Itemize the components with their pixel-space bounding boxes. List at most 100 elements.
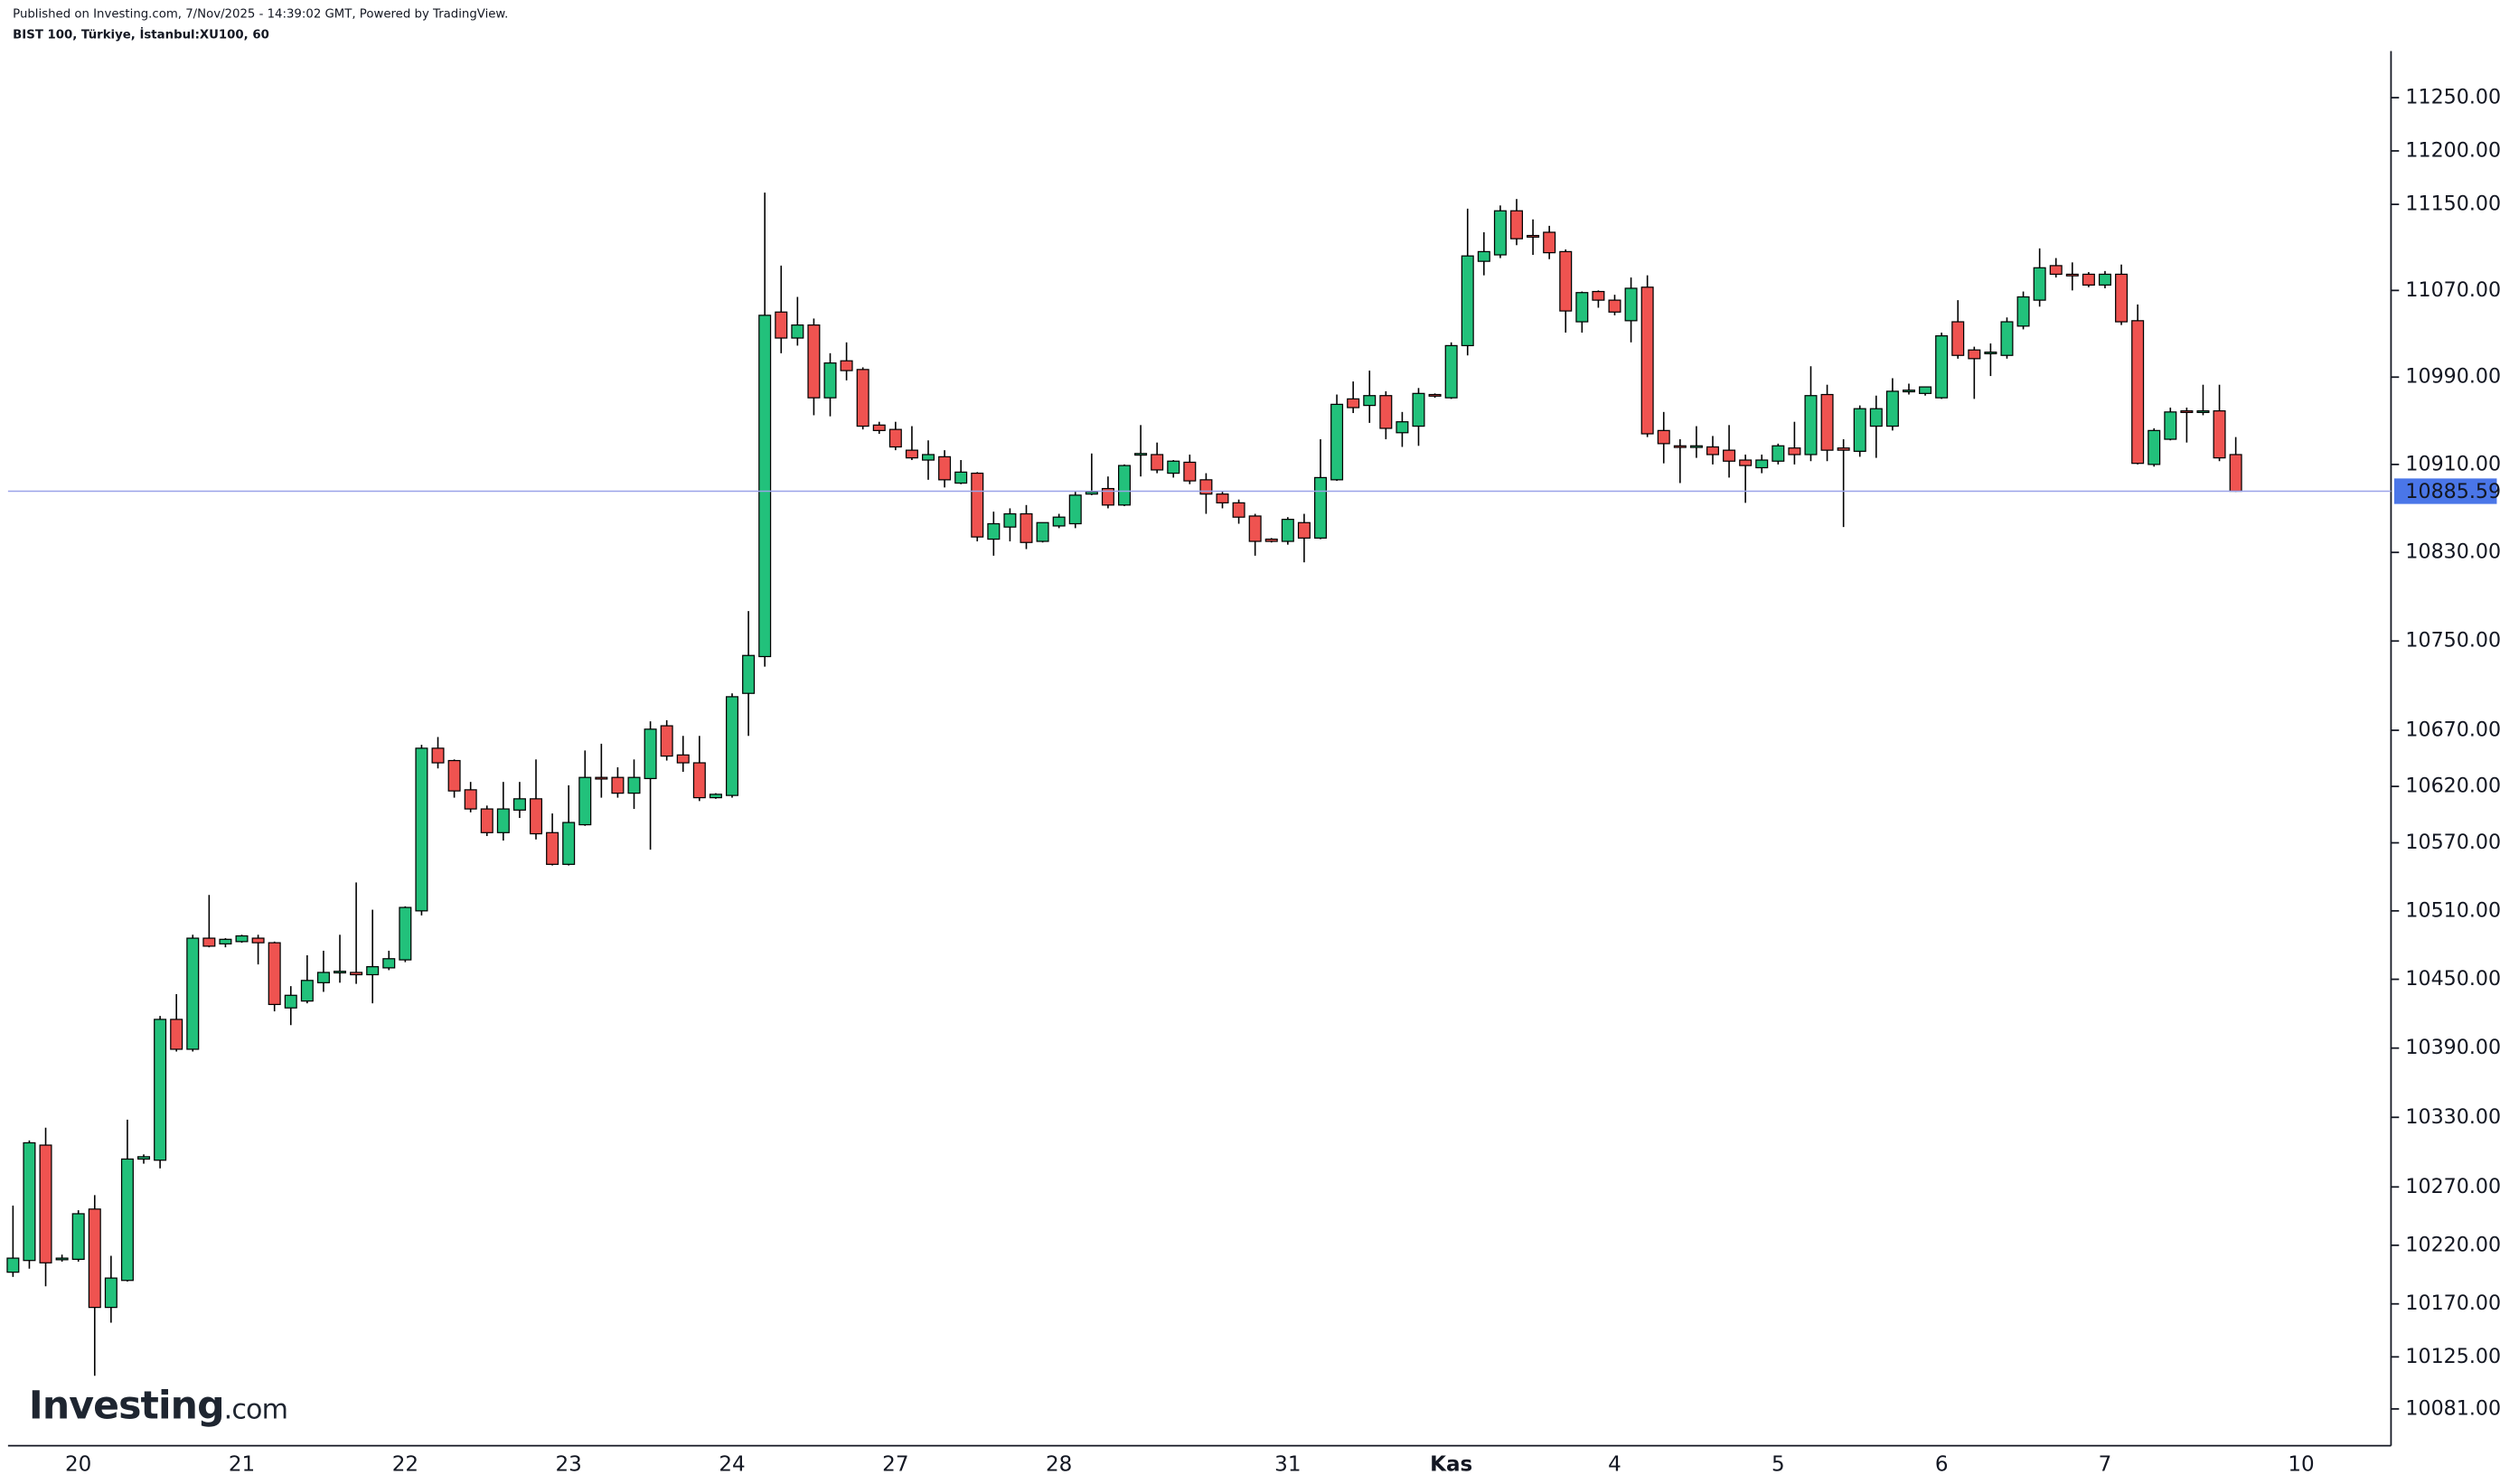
candle-body <box>300 980 314 1002</box>
candle-body <box>1347 398 1360 409</box>
candles <box>6 193 2242 1376</box>
candle-body <box>938 456 952 481</box>
candle-body <box>807 324 821 399</box>
y-tick-label: 10081.00 <box>2405 1396 2500 1420</box>
candle-body <box>954 471 968 484</box>
candle-body <box>644 728 657 780</box>
candle-body <box>1723 449 1736 462</box>
candle-body <box>71 1213 85 1261</box>
candle-body <box>872 424 886 431</box>
candle-body <box>856 369 869 427</box>
candle-body <box>350 972 363 976</box>
candle-body <box>595 776 608 780</box>
y-tick-label: 11250.00 <box>2405 86 2500 109</box>
candle-body <box>235 935 249 943</box>
candle-body <box>1020 512 1033 543</box>
y-tick-label: 10510.00 <box>2405 898 2500 922</box>
candle-body <box>1788 447 1801 456</box>
y-tick-label: 10670.00 <box>2405 719 2500 742</box>
candle-body <box>1919 386 1932 394</box>
candle-body <box>334 971 347 974</box>
y-tick-label: 10620.00 <box>2405 775 2500 798</box>
candle-body <box>1330 403 1344 481</box>
candle-body <box>1559 250 1573 312</box>
candle-body <box>692 762 706 799</box>
y-tick-label: 10170.00 <box>2405 1291 2500 1315</box>
candle-body <box>2196 410 2210 414</box>
candle-body <box>415 747 428 912</box>
candle-body <box>1412 392 1425 427</box>
x-tick-label: 24 <box>719 1452 745 1476</box>
logo-suffix: .com <box>224 1395 287 1426</box>
y-tick-label: 10450.00 <box>2405 967 2500 991</box>
candle-body <box>496 808 510 833</box>
candle-body <box>6 1257 20 1273</box>
y-tick-label: 10750.00 <box>2405 629 2500 653</box>
x-tick-label: 21 <box>229 1452 255 1476</box>
candle-body <box>1379 395 1393 429</box>
candle-body <box>971 472 984 538</box>
x-tick-label: 20 <box>65 1452 91 1476</box>
candle-body <box>219 938 232 944</box>
candle-body <box>758 315 772 658</box>
candle-body <box>2164 411 2177 440</box>
candle-body <box>512 798 526 811</box>
candle-body <box>251 937 265 944</box>
candle-body <box>2229 454 2242 493</box>
y-tick-label: 10125.00 <box>2405 1345 2500 1368</box>
candle-body <box>530 798 543 835</box>
x-tick-label: 10 <box>2288 1452 2314 1476</box>
candle-body <box>88 1208 101 1309</box>
published-note: Published on Investing.com, 7/Nov/2025 -… <box>13 7 508 21</box>
x-tick-label: 31 <box>1274 1452 1301 1476</box>
candle-body <box>1885 390 1899 427</box>
candle-body <box>742 654 756 694</box>
candle-body <box>1527 234 1540 238</box>
candle-body <box>1509 210 1523 240</box>
candle-body <box>1935 335 1949 399</box>
x-tick-label: 28 <box>1046 1452 1072 1476</box>
candle-body <box>660 725 673 757</box>
x-tick-label: 27 <box>882 1452 908 1476</box>
candle-body <box>2131 320 2145 465</box>
candle-body <box>2098 273 2111 286</box>
candle-body <box>1167 460 1180 474</box>
candle-body <box>1461 255 1474 347</box>
x-tick-label: 23 <box>556 1452 582 1476</box>
candle-body <box>562 822 576 865</box>
x-tick-label: 5 <box>1772 1452 1785 1476</box>
candle-body <box>480 808 493 833</box>
candle-body <box>202 937 216 947</box>
y-tick-label: 10910.00 <box>2405 452 2500 475</box>
candle-body <box>1232 502 1245 518</box>
candle-body <box>1739 459 1753 466</box>
candle-body <box>186 937 200 1050</box>
candle-body <box>1281 519 1294 542</box>
candle-body <box>2049 265 2063 276</box>
candle-body <box>2148 429 2161 465</box>
candle-body <box>1428 393 1442 397</box>
candle-body <box>1820 393 1834 451</box>
candle-body <box>611 776 625 794</box>
candle-body <box>1313 476 1328 539</box>
y-tick-label: 10220.00 <box>2405 1233 2500 1256</box>
candle-body <box>2082 273 2095 286</box>
candle-body <box>2000 321 2014 356</box>
y-tick-label: 10270.00 <box>2405 1175 2500 1198</box>
candle-body <box>1624 287 1638 322</box>
candle-body <box>987 522 1001 540</box>
candle-body <box>399 906 412 961</box>
candle-body <box>1117 465 1132 506</box>
candle-body <box>120 1158 134 1282</box>
x-tick-label: 4 <box>1608 1452 1621 1476</box>
y-tick-label: 10390.00 <box>2405 1036 2500 1059</box>
candle-body <box>1101 487 1114 506</box>
candle-body <box>104 1277 117 1309</box>
candle-body <box>1772 445 1785 462</box>
last-price-label: 10885.59 <box>2405 480 2500 503</box>
candle-body <box>1493 210 1507 256</box>
candle-body <box>676 754 690 764</box>
candle-body <box>431 747 445 764</box>
x-tick-label: 7 <box>2099 1452 2112 1476</box>
